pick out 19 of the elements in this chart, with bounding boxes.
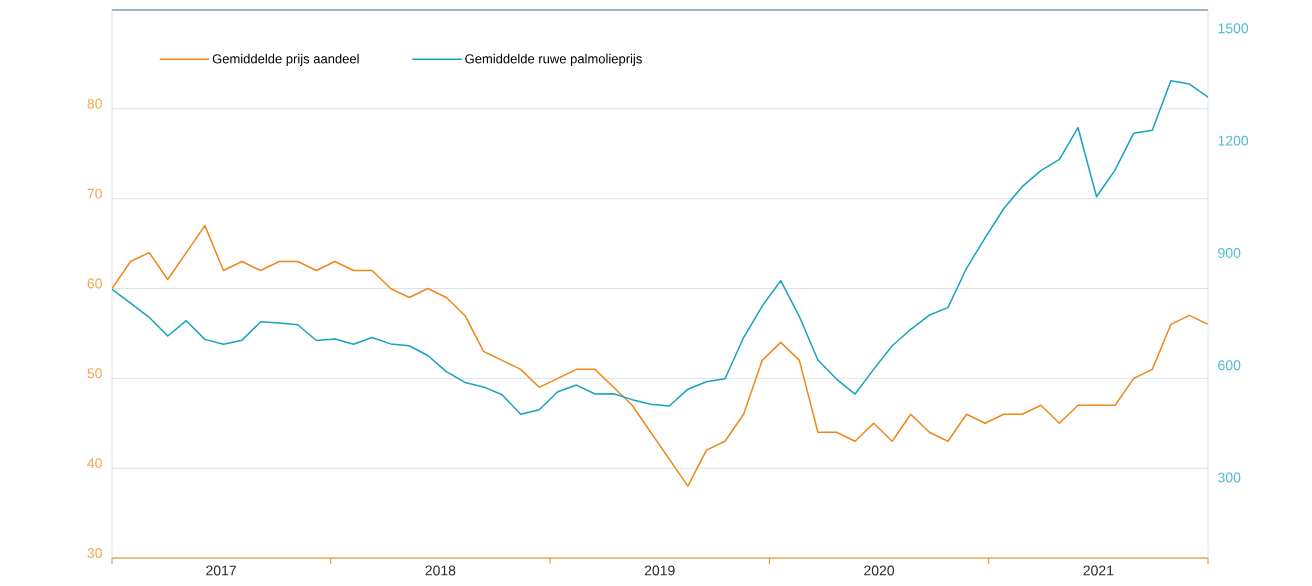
x-tick-label: 2019 [644,565,675,576]
y2-tick-label: 600 [1218,360,1241,371]
y-tick-label: 40 [87,458,102,469]
y-tick-label: 80 [87,98,102,109]
x-tick-label: 2020 [864,565,895,576]
y-tick-label: 50 [87,368,102,379]
x-tick-label: 2018 [425,565,456,576]
y-tick-label: 60 [87,278,102,289]
legend-label: Gemiddelde prijs aandeel [212,53,359,66]
y2-tick-label: 1500 [1218,23,1249,34]
x-tick-label: 2017 [206,565,236,576]
y-tick-label: 70 [87,188,102,199]
legend-label: Gemiddelde ruwe palmolieprijs [465,53,642,66]
x-tick-label: 2021 [1083,565,1114,576]
y2-tick-label: 300 [1218,472,1241,483]
line-series [112,79,1209,416]
y-tick-label: 30 [87,548,102,558]
y2-tick-label: 900 [1218,247,1241,258]
y2-tick-label: 1200 [1218,135,1249,146]
